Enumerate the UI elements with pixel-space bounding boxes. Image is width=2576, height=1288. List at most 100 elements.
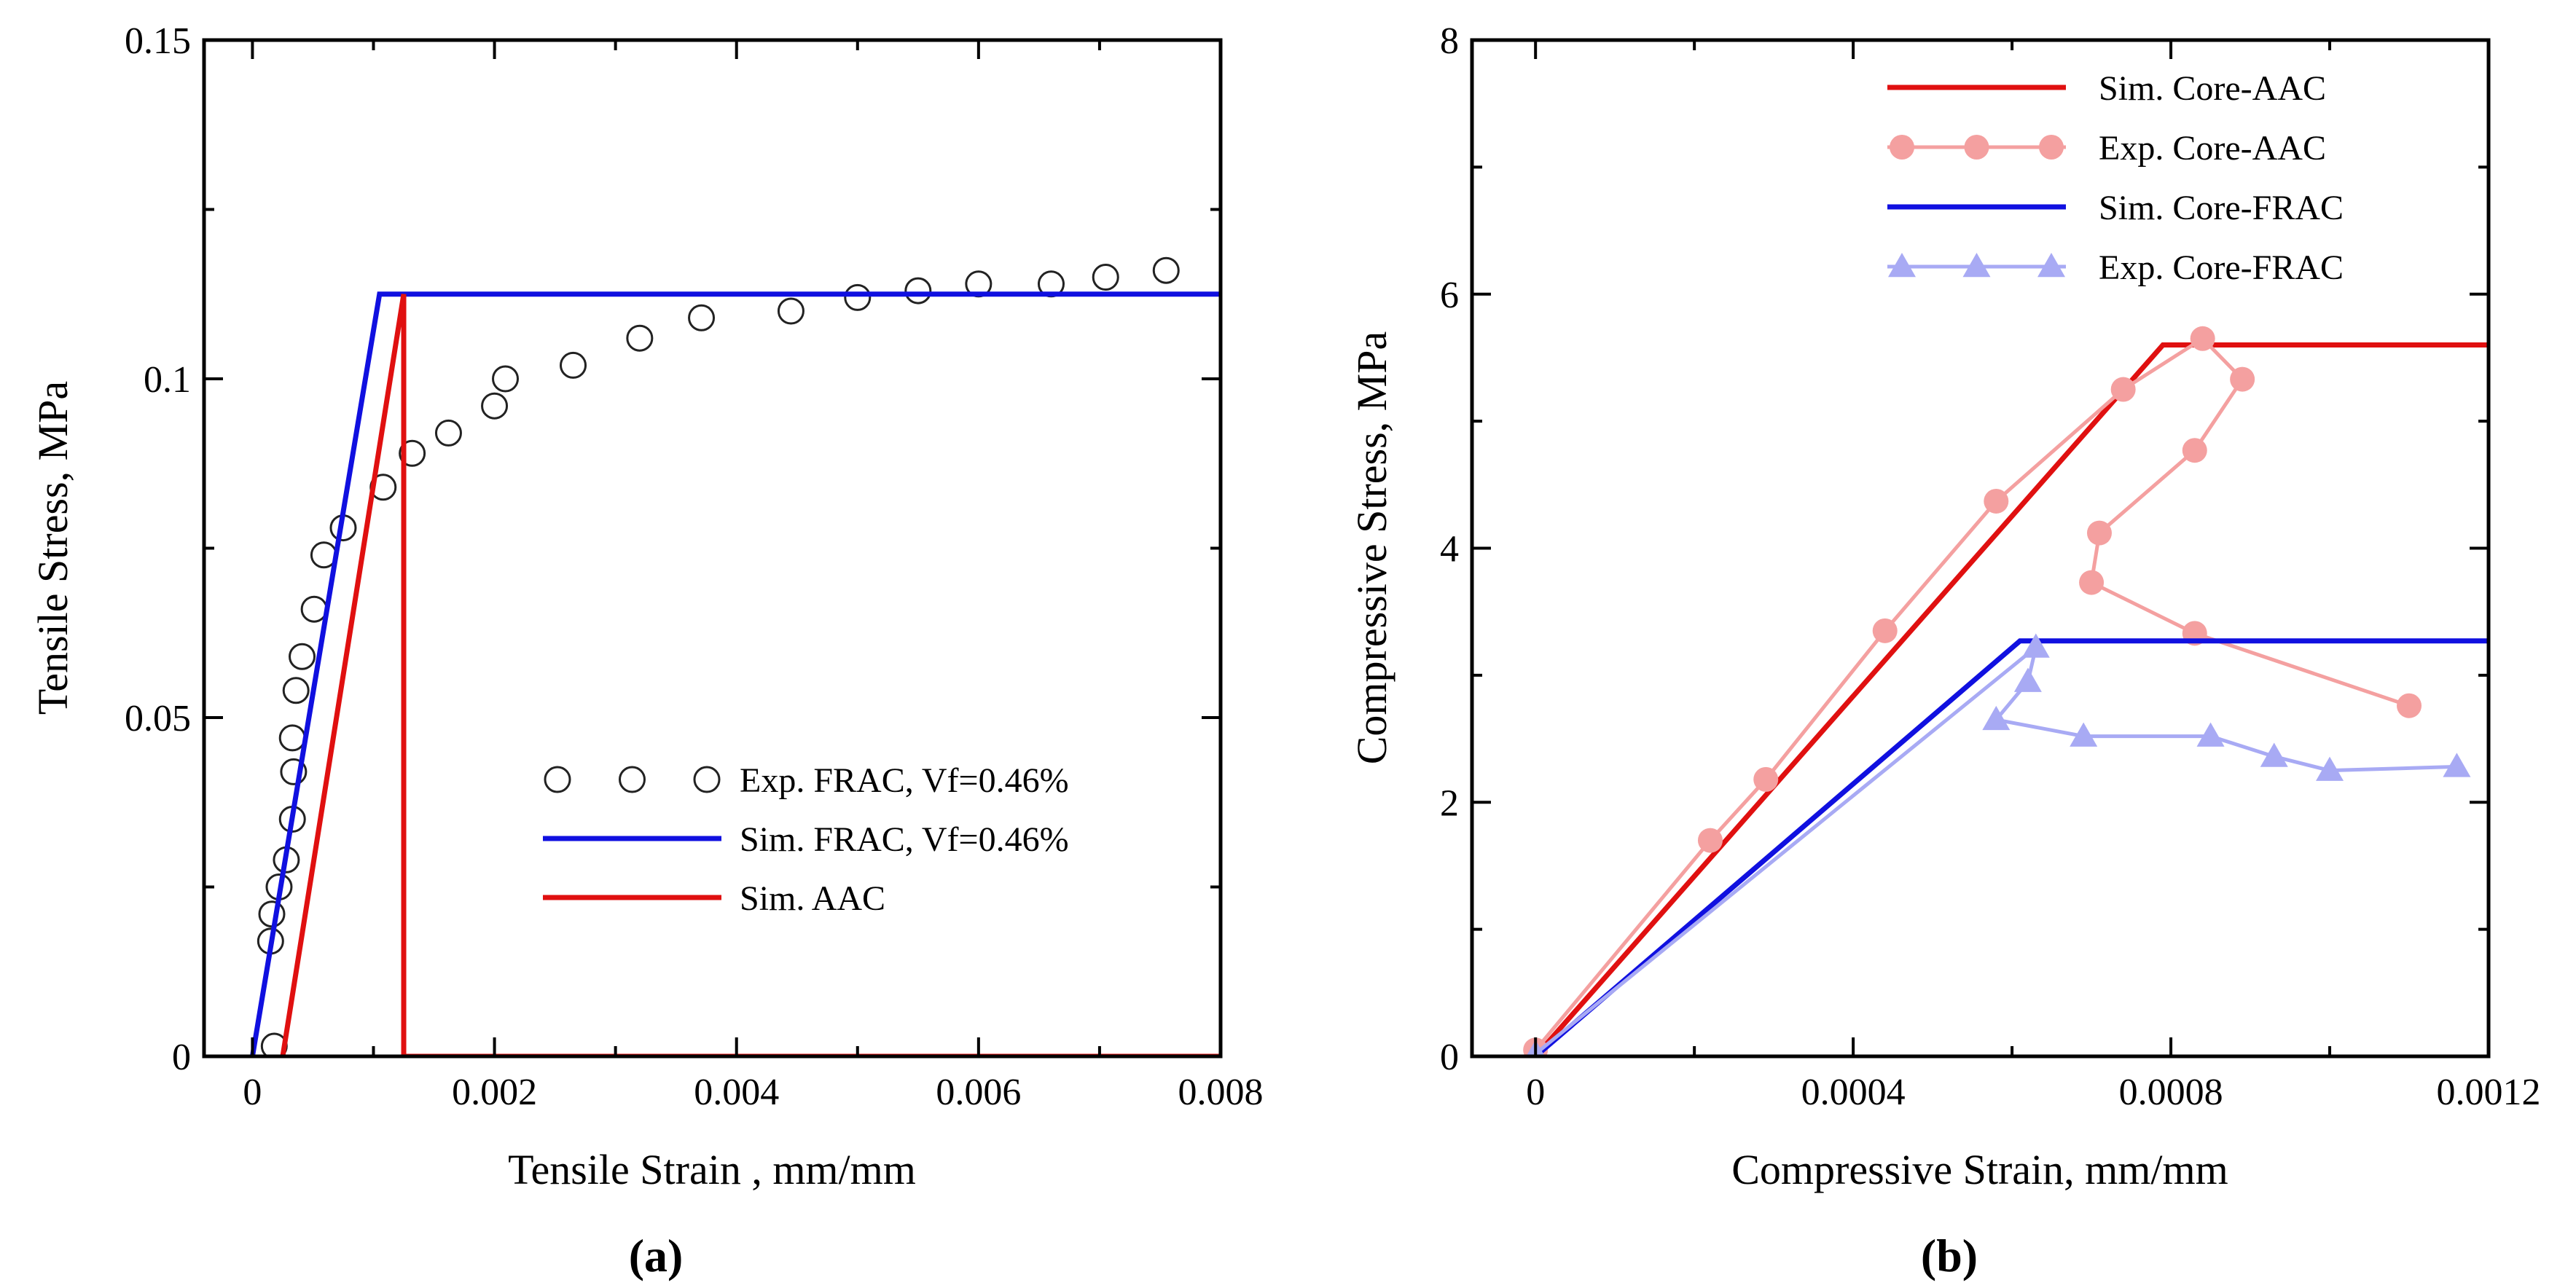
panel-b-label: (b) [1921, 1230, 1978, 1281]
panel-b-y-axis-label: Compressive Stress, MPa [1348, 331, 1395, 765]
panel-a-y-tick-label: 0 [172, 1037, 191, 1078]
panel-b-y-tick-label: 6 [1440, 275, 1459, 316]
panel-a-series-0-point [300, 595, 328, 623]
panel-b-y-tick-label: 0 [1440, 1037, 1459, 1078]
panel-b-chart: 0 0.0004 0.0008 0.0012 0 2 4 6 8 Compressive Str… [1348, 20, 2541, 1281]
panel-a-series-0-point [399, 439, 426, 467]
panel-b-series-1-point [1984, 488, 2009, 514]
panel-a-series-0-point [492, 365, 520, 393]
panel-b-legend-label: Sim. Core-AAC [2099, 69, 2326, 108]
panel-a-series-0-point [282, 677, 310, 704]
panel-b-series-1-point [2110, 377, 2136, 402]
panel-a-chart: 0 0.002 0.004 0.006 0.008 0 0.05 0.1 0.15 Tensil… [29, 20, 1264, 1281]
panel-b-legend-entry: Exp. Core-FRAC [1887, 248, 2344, 287]
panel-a-series-0-point [688, 304, 716, 331]
panel-a-x-tick-label: 0.008 [1178, 1072, 1264, 1113]
panel-b-series-1-point [2182, 438, 2207, 463]
panel-b-series-2 [1533, 638, 2489, 1056]
panel-b-series-1-point [2230, 366, 2255, 392]
panel-a-legend-label: Sim. AAC [740, 879, 885, 918]
panel-a-label: (a) [629, 1230, 684, 1281]
panel-a-y-axis-label: Tensile Stress, MPa [29, 381, 77, 715]
panel-b-x-tick-label: 0 [1526, 1072, 1545, 1113]
panel-b-series-1-point [1697, 828, 1723, 853]
panel-b-series-1 [1523, 326, 2422, 1056]
panel-a-legend-entry: Sim. FRAC, Vf=0.46% [543, 820, 1069, 859]
panel-b-series-2-line [1533, 638, 2489, 1056]
panel-b-series-1-point [2190, 326, 2215, 351]
panel-a-series-0-point [777, 297, 804, 325]
panel-b-series-3-point [2021, 633, 2050, 658]
panel-a-x-axis-label: Tensile Strain , mm/mm [508, 1146, 916, 1193]
panel-a-series-0-point [258, 900, 286, 928]
panel-b-legend-marker [1964, 135, 1989, 160]
panel-b-legend-marker [1888, 253, 1916, 278]
panel-b-legend-entry: Sim. Core-FRAC [1887, 189, 2344, 227]
panel-a-series-0-point [560, 351, 587, 379]
panel-b-legend-marker [1890, 135, 1914, 160]
panel-b-y-tick-label: 2 [1440, 782, 1459, 824]
panel-b-series-0-line [1533, 342, 2489, 1056]
panel-b-ticks: 0 0.0004 0.0008 0.0012 0 2 4 6 8 [1440, 20, 2541, 1113]
panel-b-legend-entry: Exp. Core-AAC [1887, 129, 2326, 168]
panel-b-x-tick-label: 0.0004 [1801, 1072, 1906, 1113]
panel-b-legend-label: Sim. Core-FRAC [2099, 189, 2344, 227]
panel-a-series-0-point [434, 419, 462, 447]
panel-b-legend-marker [2039, 135, 2064, 160]
panel-a-legend-label: Sim. FRAC, Vf=0.46% [740, 820, 1069, 859]
panel-b-series-3-point [2196, 722, 2225, 747]
panel-b-legend-label: Exp. Core-AAC [2099, 129, 2326, 168]
panel-b-series-3-point [2070, 722, 2098, 747]
panel-b-legend-label: Exp. Core-FRAC [2099, 248, 2344, 287]
panel-b-series-3-point [1982, 705, 2011, 731]
panel-a-series-0-point [278, 724, 306, 752]
panel-a-series-2-line [280, 294, 1221, 1056]
panel-b-plot-area [1523, 326, 2489, 1056]
panel-b-legend: Sim. Core-AAC Exp. Core-AAC Sim. Core-FRAC… [1887, 69, 2344, 287]
panel-b-series-1-point [2086, 520, 2112, 546]
panel-a-legend-entry: Sim. AAC [543, 879, 885, 918]
panel-a-series-2 [280, 294, 1221, 1056]
panel-b-series-3-point [2260, 742, 2288, 767]
panel-b-x-axis-label: Compressive Strain, mm/mm [1731, 1146, 2228, 1193]
panel-b-series-1-point [2079, 570, 2105, 595]
panel-b-series-3-point [2316, 756, 2344, 781]
panel-a-series-0-point [481, 392, 509, 420]
panel-a-x-tick-label: 0.006 [936, 1072, 1021, 1113]
panel-a-x-tick-label: 0.004 [694, 1072, 779, 1113]
panel-a-series-1-line [249, 291, 1221, 1056]
panel-a-series-0-point [289, 643, 316, 670]
panel-a-plot-frame [202, 38, 1223, 1059]
panel-a-ticks: 0 0.002 0.004 0.006 0.008 0 0.05 0.1 0.15 [125, 20, 1264, 1113]
panel-a-series-0-point [904, 277, 932, 305]
panel-b-series-3 [1526, 633, 2471, 1056]
panel-b-x-tick-label: 0.0008 [2119, 1072, 2223, 1113]
panel-a-legend-marker [693, 766, 721, 793]
panel-b-series-0 [1533, 342, 2489, 1056]
panel-a-plot-area [249, 256, 1221, 1056]
panel-b-y-tick-label: 8 [1440, 20, 1459, 62]
panel-b-series-1-point [2397, 693, 2422, 718]
panel-a-x-tick-label: 0 [243, 1072, 262, 1113]
panel-a-legend-label: Exp. FRAC, Vf=0.46% [740, 761, 1069, 800]
panel-a-series-1 [249, 291, 1221, 1056]
panel-b-series-1-point [1753, 766, 1779, 792]
panel-a-y-tick-label: 0.1 [144, 359, 191, 401]
panel-a-y-tick-label: 0.15 [125, 20, 191, 62]
panel-a-y-tick-label: 0.05 [125, 698, 191, 739]
panel-a-series-0-point [626, 324, 654, 352]
panel-a-legend: Exp. FRAC, Vf=0.46% Sim. FRAC, Vf=0.46% Si… [543, 761, 1069, 918]
panel-a-series-0 [257, 256, 1180, 1056]
panel-b-legend-marker [1962, 253, 1991, 278]
panel-a-x-tick-label: 0.002 [452, 1072, 537, 1113]
panel-a-legend-marker [619, 766, 646, 793]
panel-a-legend-entry: Exp. FRAC, Vf=0.46% [544, 761, 1069, 800]
panel-a-series-0-point [1092, 264, 1119, 291]
panel-b-legend-marker [2037, 253, 2065, 278]
panel-b-series-3-point [2013, 667, 2042, 692]
panel-b-y-tick-label: 4 [1440, 529, 1459, 570]
panel-a-series-0-point [280, 758, 308, 785]
panel-b-series-3-point [2443, 753, 2471, 777]
panel-a-series-0-point [1152, 256, 1180, 284]
